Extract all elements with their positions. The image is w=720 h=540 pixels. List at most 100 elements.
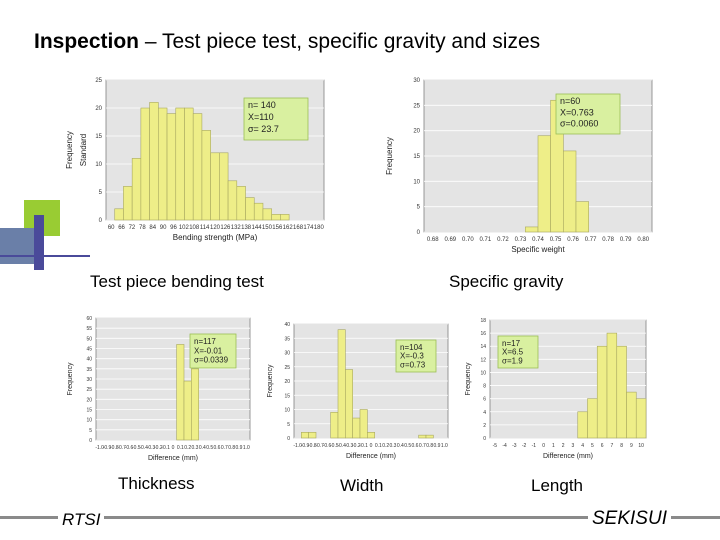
length-x-tick-label: -3	[512, 443, 517, 449]
gravity-x-tick-label: 0.70	[462, 237, 474, 243]
length-y-tick-label: 14	[480, 344, 486, 350]
width-x-tick-label: 0.7	[419, 443, 426, 449]
thickness-y-tick-label: 20	[86, 397, 92, 403]
thickness-chart: 0 5 10 15 20 25 30 35 40 45 50 55 60 -1.0-0.9-0.8-0.7…	[67, 316, 251, 462]
bending-x-tick-label: 60	[108, 225, 115, 231]
length-chart-panel: 0 2 4 6 8 10 12 14 16 18 -5 -4 -3 -2 -1 0 1 2 3 4 5 6 7 8 9 10 Dif…	[460, 312, 656, 468]
bending-x-tick-label: 102	[179, 225, 190, 231]
bending-x-tick-label: 156	[272, 225, 283, 231]
bending-bar	[271, 214, 281, 221]
bending-x-tick-label: 126	[220, 225, 231, 231]
caption-thickness: Thickness	[118, 474, 195, 493]
length-y-tick-label: 12	[480, 357, 486, 363]
length-x-tick-label: 6	[601, 443, 604, 449]
thickness-y-tick-label: 55	[86, 326, 92, 332]
width-x-tick-label: 0	[370, 443, 373, 449]
width-x-axis-label: Difference (mm)	[346, 453, 396, 460]
caption-width: Width	[340, 476, 384, 495]
gravity-y-tick-label: 0	[417, 230, 421, 236]
length-x-tick-label: 5	[591, 443, 594, 449]
width-y-tick-label: 35	[284, 336, 290, 342]
bending-y-tick-label: 0	[99, 218, 103, 224]
gravity-x-tick-label: 0.74	[532, 237, 544, 243]
bending-x-tick-label: 84	[149, 225, 156, 231]
gravity-x-tick-label: 0.77	[585, 237, 597, 243]
thickness-x-tick-label: 1.0	[243, 445, 250, 451]
gravity-x-tick-label: 0.76	[567, 237, 579, 243]
width-bar	[425, 434, 434, 439]
gravity-x-axis-label: Specific weight	[511, 245, 565, 254]
thickness-x-tick-label: -0.8	[110, 445, 119, 451]
width-x-tick-label: -0.7	[315, 443, 324, 449]
width-x-tick-label: -0.1	[359, 443, 368, 449]
bending-bar	[158, 107, 168, 221]
width-x-tick-label: 0.4	[397, 443, 404, 449]
gravity-chart: 0 5 10 15 20 25 30 0.68 0.69 0.70 0.71 0.72 0.73 0.74…	[385, 78, 653, 254]
gravity-chart-panel: 0 5 10 15 20 25 30 0.68 0.69 0.70 0.71 0.72 0.73 0.74…	[382, 72, 664, 262]
bending-y-tick-label: 10	[95, 162, 102, 168]
width-bar	[367, 432, 375, 439]
gravity-x-tick-label: 0.69	[444, 237, 456, 243]
width-y-axis-label: Frequency	[267, 364, 274, 398]
gravity-x-tick-label: 0.68	[427, 237, 439, 243]
length-y-tick-label: 4	[483, 410, 486, 416]
gravity-x-tick-label: 0.75	[550, 237, 562, 243]
bending-x-tick-label: 108	[189, 225, 200, 231]
gravity-y-tick-label: 10	[413, 179, 420, 185]
length-bar	[606, 332, 618, 439]
gravity-stats-line: X=0.763	[560, 107, 594, 117]
bending-x-tick-label: 120	[210, 225, 221, 231]
length-bar	[596, 345, 608, 439]
width-bar	[418, 434, 427, 439]
width-chart: 0 5 10 15 20 25 30 35 40 -1.0-0.9-0.8-0.7-0.6-0.5…	[267, 322, 449, 460]
bending-bar	[262, 208, 272, 221]
thickness-y-tick-label: 10	[86, 418, 92, 424]
thickness-stats-line: X=-0.01	[194, 346, 223, 355]
width-x-tick-label: 0.9	[434, 443, 441, 449]
length-x-tick-label: 7	[610, 443, 613, 449]
gravity-stats-line: σ=0.0060	[560, 119, 598, 129]
thickness-stats-line: n=117	[194, 337, 216, 346]
length-y-tick-label: 0	[483, 436, 486, 442]
length-stats-line: σ=1.9	[502, 356, 523, 365]
bending-x-tick-label: 168	[293, 225, 304, 231]
gravity-stats-box	[555, 93, 621, 135]
width-y-tick-label: 0	[287, 436, 290, 442]
bending-x-tick-label: 66	[118, 225, 125, 231]
length-stats-line: n=17	[502, 339, 521, 348]
bending-stats-line: n= 140	[248, 100, 276, 110]
bending-bar	[201, 130, 211, 221]
bending-x-tick-label: 174	[303, 225, 314, 231]
bending-bar	[123, 186, 133, 221]
length-bar	[587, 398, 598, 439]
thickness-y-axis-label: Frequency	[67, 362, 74, 396]
gravity-y-axis-label: Frequency	[385, 137, 394, 175]
thickness-x-tick-label: 0.8	[228, 445, 235, 451]
bending-bar	[219, 152, 229, 221]
slide-title: Inspection – Test piece test, specific g…	[34, 30, 540, 54]
bending-x-tick-label: 132	[231, 225, 242, 231]
footer-line	[0, 516, 720, 519]
thickness-x-tick-label: -0.9	[103, 445, 112, 451]
thickness-y-tick-label: 15	[86, 408, 92, 414]
bending-bar	[184, 107, 194, 221]
slide-title-rest: – Test piece test, specific gravity and …	[139, 30, 541, 53]
thickness-y-tick-label: 5	[89, 428, 92, 434]
width-y-tick-label: 30	[284, 351, 290, 357]
thickness-x-tick-label: 0.1	[177, 445, 184, 451]
width-y-tick-label: 5	[287, 422, 290, 428]
bending-x-tick-label: 78	[139, 225, 146, 231]
bending-x-tick-label: 90	[160, 225, 167, 231]
width-bar	[352, 417, 361, 439]
thickness-x-tick-label: 0.7	[221, 445, 228, 451]
bending-bar	[245, 197, 255, 221]
thickness-y-tick-label: 25	[86, 387, 92, 393]
bending-bar	[131, 158, 142, 221]
bending-y-tick-label: 25	[95, 78, 102, 84]
bending-stats-line: X=110	[248, 112, 274, 122]
width-x-tick-label: -0.3	[345, 443, 354, 449]
thickness-x-tick-label: -0.6	[125, 445, 134, 451]
gravity-bar	[563, 150, 577, 233]
length-bar	[616, 345, 627, 439]
